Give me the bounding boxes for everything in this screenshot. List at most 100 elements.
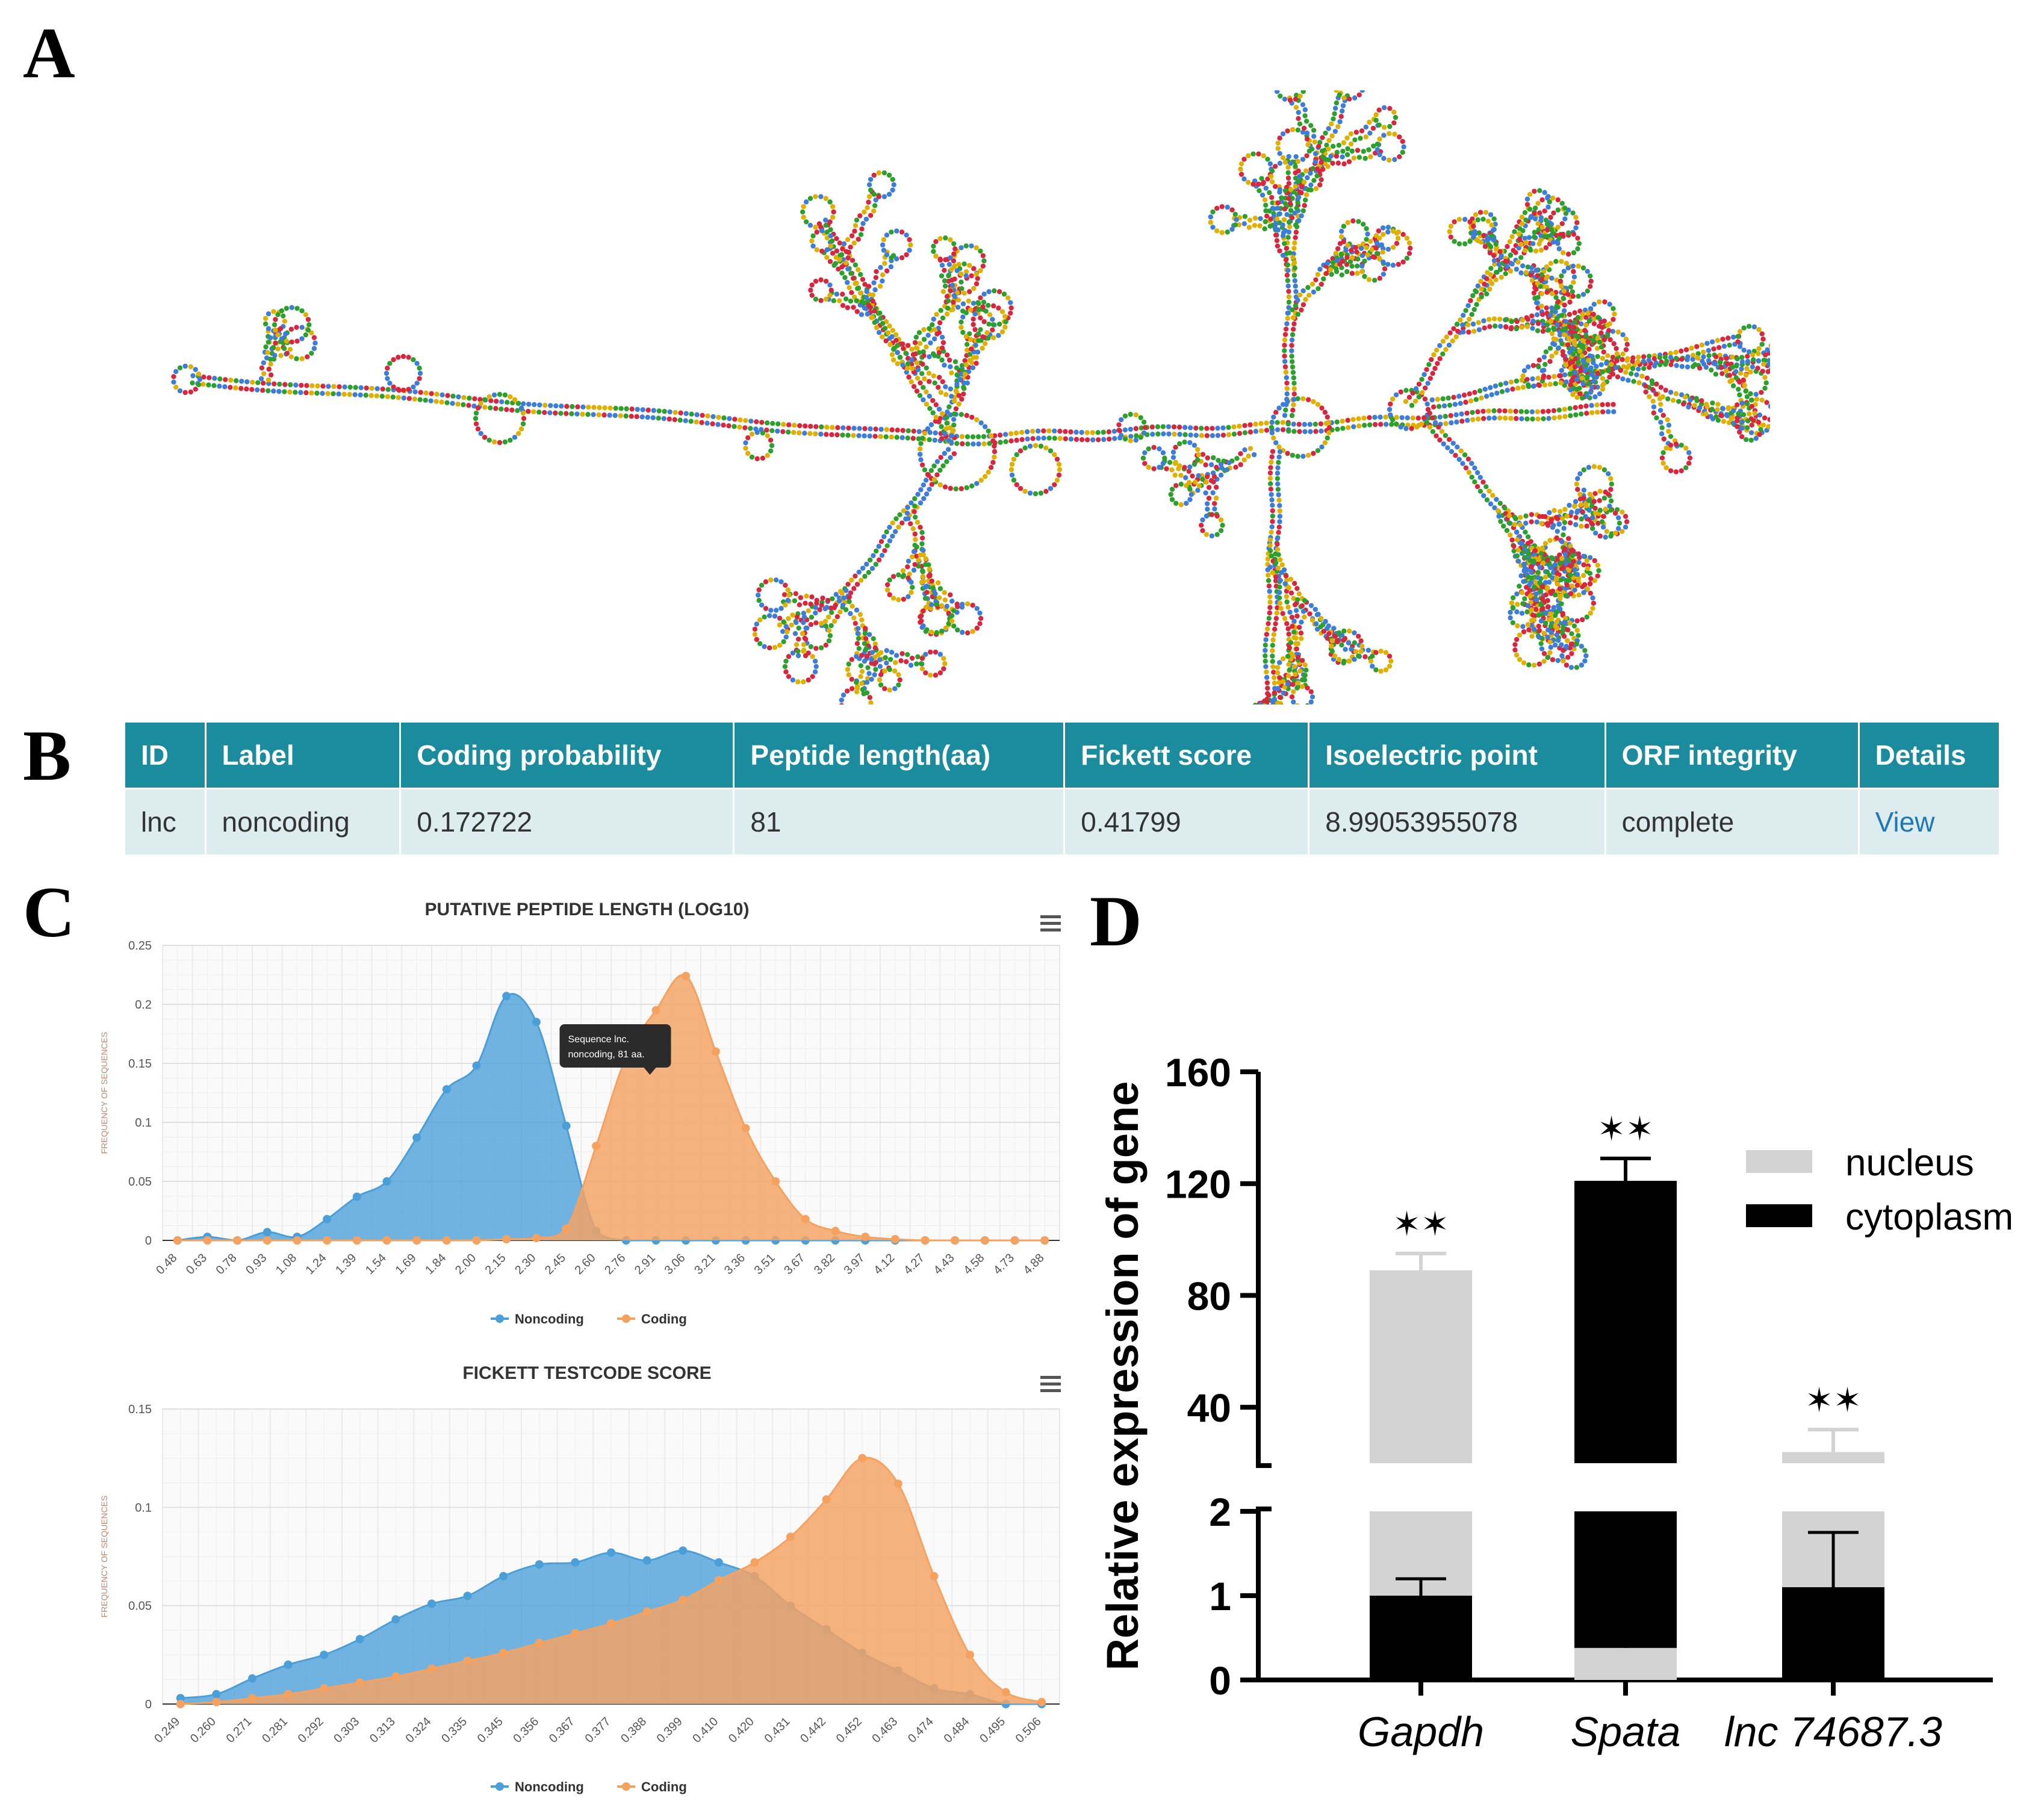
data-point-coding <box>233 1236 242 1245</box>
significance-marker: ✶✶ <box>1393 1205 1449 1244</box>
data-point-noncoding <box>472 1061 481 1070</box>
legend-marker <box>622 1782 630 1791</box>
x-tick-label: 0.335 <box>439 1715 470 1746</box>
header-coding-probability: Coding probability <box>400 723 735 789</box>
bar-cytoplasm <box>1782 1587 1884 1680</box>
cell-orf-integrity: complete <box>1605 788 1860 854</box>
data-point-noncoding <box>323 1215 332 1224</box>
fickett-score-chart: FICKETT TESTCODE SCORE FREQUENCY OF SEQUE… <box>99 1363 1060 1794</box>
data-point-coding <box>571 1629 580 1638</box>
header-isoelectric-point: Isoelectric point <box>1308 723 1606 789</box>
bar-nucleus <box>1782 1452 1884 1463</box>
data-point-coding <box>714 1576 723 1585</box>
table-row: lnc noncoding 0.172722 81 0.41799 8.9905… <box>125 788 2001 854</box>
data-point-noncoding <box>714 1558 723 1567</box>
panel-label-c: C <box>23 872 75 952</box>
header-orf-integrity: ORF integrity <box>1605 723 1860 789</box>
y-tick-label: 0 <box>145 1698 152 1711</box>
data-point-noncoding <box>176 1694 185 1703</box>
legend-marker <box>622 1314 630 1323</box>
data-point-coding <box>532 1234 541 1243</box>
x-tick-label: 3.06 <box>662 1251 688 1277</box>
tooltip-line1: Sequence lnc. <box>568 1034 629 1045</box>
cell-coding-probability: 0.172722 <box>400 788 735 854</box>
data-point-coding <box>262 1236 272 1245</box>
x-tick-label: 0.324 <box>403 1715 434 1746</box>
chart1-menu-icon[interactable] <box>1040 915 1061 932</box>
x-tick-label: lnc 74687.3 <box>1724 1708 1942 1755</box>
x-tick-label: 0.356 <box>511 1715 541 1746</box>
legend-label-noncoding: Noncoding <box>515 1311 584 1326</box>
data-point-coding <box>499 1649 508 1658</box>
panel-label-b: B <box>23 715 72 795</box>
data-point-noncoding <box>382 1177 391 1186</box>
x-tick-label: 0.271 <box>224 1715 255 1746</box>
series-area-coding <box>180 1457 1042 1704</box>
legend-label-coding: Coding <box>641 1779 687 1794</box>
header-label: Label <box>205 723 402 789</box>
legend-label-coding: Coding <box>641 1311 687 1326</box>
x-tick-label: 4.27 <box>901 1251 927 1277</box>
chart-title: FICKETT TESTCODE SCORE <box>462 1363 711 1383</box>
y-tick-label: 0 <box>1209 1658 1231 1703</box>
legend-label-noncoding: Noncoding <box>515 1779 584 1794</box>
y-tick-label: 0.15 <box>128 1057 152 1071</box>
data-point-noncoding <box>607 1548 615 1557</box>
data-point-noncoding <box>463 1591 472 1600</box>
x-tick-label: 0.377 <box>583 1715 614 1746</box>
data-point-coding <box>1001 1688 1010 1697</box>
data-point-coding <box>1037 1697 1046 1706</box>
legend-label-nucleus: nucleus <box>1845 1142 1974 1184</box>
x-tick-label: 0.292 <box>296 1715 326 1746</box>
x-tick-label: 0.249 <box>152 1715 182 1746</box>
data-point-coding <box>323 1236 332 1245</box>
x-tick-label: 0.345 <box>475 1715 506 1746</box>
rna-nucleotides <box>171 90 1770 704</box>
data-point-coding <box>442 1236 451 1245</box>
panel-label-a: A <box>23 13 75 93</box>
panel-label-d: D <box>1090 881 1142 961</box>
x-tick-label: 0.431 <box>762 1715 793 1746</box>
x-tick-label: 0.281 <box>259 1715 290 1746</box>
x-tick-label: 4.58 <box>961 1251 987 1277</box>
y-tick-label: 0.25 <box>128 939 152 953</box>
y-axis-label: FREQUENCY OF SEQUENCES <box>99 1496 109 1618</box>
data-point-noncoding <box>642 1556 651 1565</box>
x-tick-label: 2.76 <box>602 1251 628 1277</box>
x-tick-label: 0.93 <box>243 1251 269 1277</box>
cell-fickett-score: 0.41799 <box>1064 788 1310 854</box>
y-tick-label: 0.1 <box>135 1116 152 1130</box>
x-tick-label: 4.73 <box>991 1251 1017 1277</box>
chart2-menu-icon[interactable] <box>1040 1376 1061 1393</box>
x-tick-label: 1.54 <box>363 1251 389 1277</box>
data-point-coding <box>771 1177 780 1186</box>
y-tick-label: 0.05 <box>128 1600 152 1613</box>
data-point-coding <box>980 1236 989 1245</box>
series-area-coding <box>177 975 1045 1240</box>
x-tick-label: 0.484 <box>942 1715 972 1746</box>
y-tick-label: 160 <box>1165 1050 1231 1095</box>
x-tick-label: 3.82 <box>812 1251 837 1277</box>
data-point-coding <box>248 1694 256 1703</box>
data-point-coding <box>203 1236 212 1245</box>
data-point-coding <box>391 1672 400 1681</box>
data-point-coding <box>822 1495 831 1504</box>
data-point-coding <box>831 1227 840 1236</box>
header-peptide-length: Peptide length(aa) <box>733 723 1066 789</box>
tooltip-pointer <box>644 1068 656 1075</box>
x-tick-label: 0.474 <box>906 1715 936 1746</box>
data-point-noncoding <box>284 1660 293 1669</box>
data-point-coding <box>355 1678 364 1687</box>
x-tick-label: 4.43 <box>931 1251 957 1277</box>
x-tick-label: 2.30 <box>512 1251 538 1277</box>
data-point-coding <box>921 1236 930 1245</box>
y-tick-label: 40 <box>1187 1386 1231 1430</box>
data-point-noncoding <box>262 1228 272 1237</box>
data-point-coding <box>212 1697 221 1706</box>
y-tick-label: 80 <box>1187 1274 1231 1318</box>
data-point-noncoding <box>391 1615 400 1624</box>
data-point-noncoding <box>499 1572 508 1581</box>
data-point-coding <box>472 1236 481 1245</box>
view-details-link[interactable]: View <box>1859 788 2001 854</box>
data-point-noncoding <box>679 1546 688 1555</box>
